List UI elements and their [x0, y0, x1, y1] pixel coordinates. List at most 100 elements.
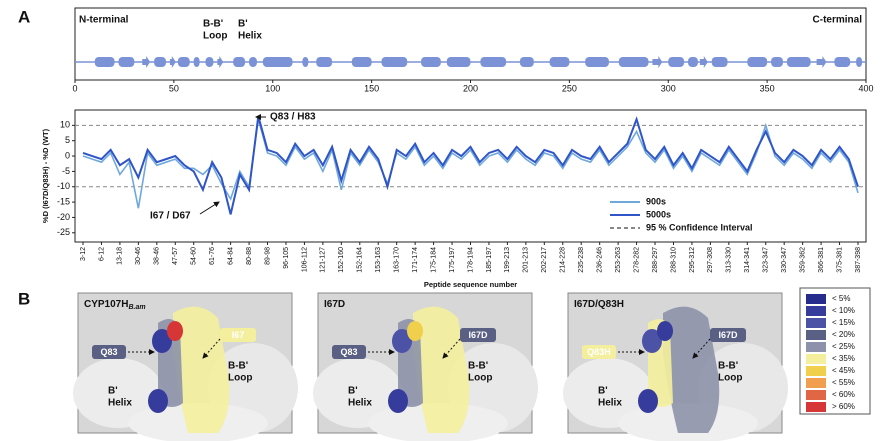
x-tick-label: 3-12 [80, 247, 87, 261]
scale-label: < 25% [832, 342, 855, 351]
x-tick-label: 300 [661, 83, 676, 93]
x-tick-label: 288-297 [652, 247, 659, 273]
series-line [82, 115, 859, 215]
helix-surface [638, 389, 658, 413]
structure-panel: CYP107HB.am Q83 I67 B-B'Loop B'Helix [73, 292, 298, 441]
frame [74, 7, 867, 81]
tag-bg [710, 328, 746, 342]
helix [421, 57, 441, 67]
panel-title-main: I67D/Q83H [574, 299, 624, 310]
strand [816, 56, 827, 68]
helix [249, 57, 257, 67]
region-label: B' [598, 386, 608, 397]
helix [549, 57, 570, 67]
scale-label: < 35% [832, 354, 855, 363]
panel-title: CYP107HB.am [84, 299, 146, 311]
panel-label: B [18, 289, 30, 308]
x-tick-label: 0 [72, 83, 77, 93]
tag-bg [220, 328, 256, 342]
x-tick-label: 366-381 [818, 247, 825, 273]
region-label: B-B' [468, 361, 488, 372]
surface [563, 358, 653, 428]
helix [381, 57, 408, 67]
scale-label: < 60% [832, 390, 855, 399]
strand [142, 56, 151, 68]
panel-label: A [18, 7, 30, 26]
scale-swatch [806, 294, 826, 304]
scale-label: > 60% [832, 402, 855, 411]
annotation-arrow [199, 201, 220, 215]
legend-label: 5000s [646, 209, 671, 219]
x-tick-label: 121-127 [320, 247, 327, 273]
scale-swatch [806, 378, 826, 388]
y-tick-label: -10 [57, 181, 70, 191]
helix [786, 57, 811, 67]
loop-surface [413, 306, 470, 433]
helix [233, 57, 246, 67]
y-tick-label: 5 [65, 135, 70, 145]
helix [446, 57, 471, 67]
helix [519, 57, 534, 67]
region-label: B' [348, 386, 358, 397]
x-tick-label: 235-238 [578, 247, 585, 273]
region-label: Helix [238, 31, 262, 42]
region-label: Helix [348, 398, 372, 409]
helix [154, 57, 166, 67]
scale-swatch [806, 390, 826, 400]
region-label: Loop [203, 31, 227, 42]
tag-label: Q83 [340, 347, 357, 357]
helix [668, 57, 685, 67]
helix [618, 57, 649, 67]
region-label: B' [108, 386, 118, 397]
x-tick-label: 54-60 [191, 247, 198, 265]
site-surface [152, 329, 172, 353]
site-surface [407, 321, 423, 341]
site-surface [642, 329, 662, 353]
panel-title: I67D/Q83H [574, 299, 624, 310]
x-tick-label: 171-174 [412, 247, 419, 273]
strand [699, 56, 708, 68]
scale-swatch [806, 306, 826, 316]
annotation: I67 / D67 [150, 211, 191, 222]
scale-label: < 20% [832, 330, 855, 339]
scale-swatch [806, 330, 826, 340]
region-label: B-B' [228, 361, 248, 372]
helix [262, 57, 293, 67]
x-tick-label: 89-98 [264, 247, 271, 265]
scale-label: < 55% [832, 378, 855, 387]
tag-arrow [202, 338, 221, 359]
structure-panel: I67D Q83 I67D B-B'Loop B'Helix [313, 292, 538, 441]
x-tick-label: 202-217 [541, 247, 548, 273]
helix [688, 57, 698, 67]
region-label: B-B' [203, 19, 223, 30]
y-tick-label: 10 [60, 120, 70, 130]
tag-label: I67D [468, 330, 488, 340]
x-tick-label: 175-184 [430, 247, 437, 273]
site-surface [657, 321, 673, 341]
y-axis-label: %D (I67D/Q83H) - %D (WT) [41, 128, 50, 223]
panel-title: I67D [324, 299, 345, 310]
helix [480, 57, 507, 67]
helix [118, 57, 135, 67]
scale-swatch [806, 366, 826, 376]
region-label: Helix [598, 398, 622, 409]
scale-swatch [806, 342, 826, 352]
annotation: Q83 / H83 [270, 112, 316, 123]
site-surface [392, 329, 412, 353]
x-tick-label: 100 [265, 83, 280, 93]
helix [711, 57, 728, 67]
region-label: Loop [228, 373, 252, 384]
tag-arrow [692, 338, 711, 359]
x-tick-label: 178-194 [467, 247, 474, 273]
helix [316, 57, 333, 67]
panel-title-main: I67D [324, 299, 345, 310]
helix [177, 57, 190, 67]
scale-swatch [806, 318, 826, 328]
scale-swatch [806, 354, 826, 364]
helix [834, 57, 851, 67]
region-label: Loop [718, 373, 742, 384]
x-tick-label: 6-12 [98, 247, 105, 261]
helix [856, 57, 863, 67]
legend-label: 95 % Confidence Interval [646, 222, 753, 232]
